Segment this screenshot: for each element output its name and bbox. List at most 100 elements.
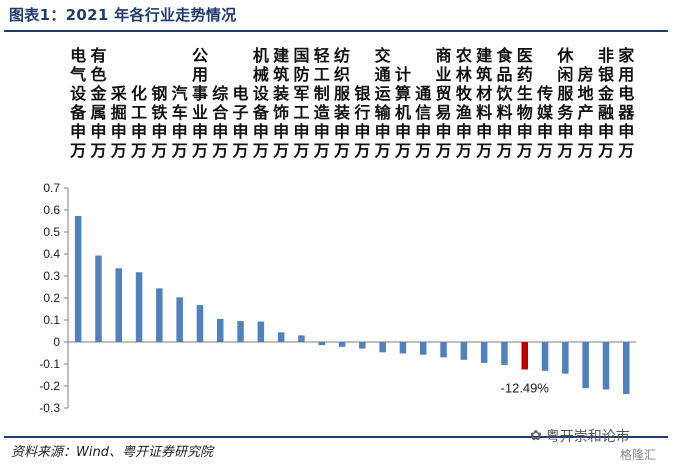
category-label-char: 申 [537, 122, 553, 141]
category-label-char: 万 [292, 141, 309, 160]
bar [257, 321, 265, 342]
category-label-char: 万 [516, 141, 533, 160]
category-label-char: 造 [314, 103, 331, 122]
category-label-char: 申 [496, 122, 512, 141]
bar [521, 342, 528, 370]
category-label-char: 电 [70, 46, 86, 65]
category-label-char: 建 [273, 46, 289, 65]
bar [480, 342, 488, 363]
category-label-char: 汽 [172, 84, 188, 103]
bar [440, 342, 447, 358]
category-label-char: 休 [556, 46, 574, 65]
category-label-char: 家 [618, 46, 635, 65]
y-tick-label: 0.5 [43, 225, 60, 239]
category-label-char: 器 [617, 103, 635, 122]
category-label-char: 行 [353, 103, 370, 122]
category-label-char: 机 [395, 103, 411, 122]
category-label-char: 渔 [456, 103, 472, 122]
category-label-char: 织 [334, 65, 350, 84]
category-label-char: 商 [436, 46, 452, 65]
watermark: ✿ 粤开崇和论市 [530, 426, 630, 446]
category-label-char: 申 [517, 122, 533, 141]
category-label-char: 牧 [456, 84, 473, 103]
category-label-char: 食 [495, 46, 513, 65]
category-label-char: 筑 [476, 65, 492, 84]
bar [359, 342, 366, 349]
category-label-char: 械 [253, 65, 269, 84]
category-label-char: 申 [578, 122, 594, 141]
category-label-char: 媒 [537, 103, 554, 122]
bar [623, 342, 630, 394]
bar [298, 335, 305, 342]
category-label-char: 钢 [151, 84, 167, 103]
category-label-char: 化 [131, 84, 147, 103]
category-label-char: 纺 [334, 46, 350, 65]
category-label-char: 属 [90, 103, 106, 122]
y-tick-label: -0.3 [39, 401, 60, 415]
bar [277, 332, 285, 342]
category-label-char: 万 [374, 141, 391, 160]
category-label-char: 申 [415, 122, 431, 141]
bar [237, 321, 244, 342]
category-label-char: 万 [313, 141, 330, 160]
title-rule [4, 30, 668, 32]
bar [176, 297, 183, 342]
category-label-char: 万 [232, 141, 249, 160]
category-label-char: 万 [577, 141, 594, 160]
category-label-char: 药 [517, 65, 533, 84]
y-tick-label: 0.6 [43, 203, 60, 217]
bar [379, 342, 386, 353]
category-label-char: 申 [375, 122, 391, 141]
category-label-char: 防 [293, 65, 309, 84]
category-label-char: 筑 [273, 65, 289, 84]
category-label-char: 万 [556, 141, 573, 160]
category-label-char: 万 [272, 141, 289, 160]
category-label-char: 申 [212, 122, 228, 141]
category-label-char: 建 [476, 46, 492, 65]
category-label-char: 综 [212, 84, 228, 103]
category-label-char: 申 [557, 122, 573, 141]
bar [420, 342, 427, 355]
bar [582, 342, 589, 389]
bar [501, 342, 508, 365]
category-label-char: 万 [333, 141, 350, 160]
bar [602, 342, 610, 390]
category-label-char: 公 [192, 46, 208, 65]
category-label-char: 通 [415, 84, 431, 103]
category-label-char: 装 [333, 103, 350, 122]
category-label-char: 用 [192, 65, 208, 84]
category-label-char: 输 [375, 103, 392, 122]
category-label-char: 申 [476, 122, 492, 141]
figure-title: 图表1：2021 年各行业走势情况 [9, 6, 237, 24]
category-label-char: 万 [89, 141, 106, 160]
category-label-char: 品 [496, 65, 512, 84]
category-label-char: 气 [69, 65, 86, 84]
bar [338, 342, 346, 347]
category-label-char: 通 [375, 65, 391, 84]
category-label-char: 闲 [557, 65, 573, 84]
category-label-char: 申 [151, 122, 167, 141]
bar [399, 342, 407, 354]
category-label-char: 申 [334, 122, 350, 141]
bar [562, 342, 569, 374]
watermark-sub: 格隆汇 [620, 448, 657, 462]
category-label-char: 铁 [151, 103, 167, 122]
category-label-char: 金 [597, 84, 615, 103]
category-label-char: 料 [496, 103, 512, 122]
category-label-char: 电 [618, 84, 634, 103]
category-label-char: 用 [618, 65, 634, 84]
category-label-char: 国 [293, 46, 309, 65]
category-label-char: 申 [70, 122, 86, 141]
bar [95, 255, 102, 342]
category-label-char: 料 [476, 103, 492, 122]
category-label-char: 申 [90, 122, 106, 141]
category-label-char: 非 [598, 46, 614, 65]
category-label-char: 万 [130, 141, 147, 160]
category-label-char: 万 [150, 141, 167, 160]
category-label-char: 万 [191, 141, 208, 160]
y-tick-label: 0 [53, 335, 60, 349]
category-label-char: 林 [456, 65, 472, 84]
bar [135, 272, 143, 342]
category-label-char: 万 [495, 141, 512, 160]
